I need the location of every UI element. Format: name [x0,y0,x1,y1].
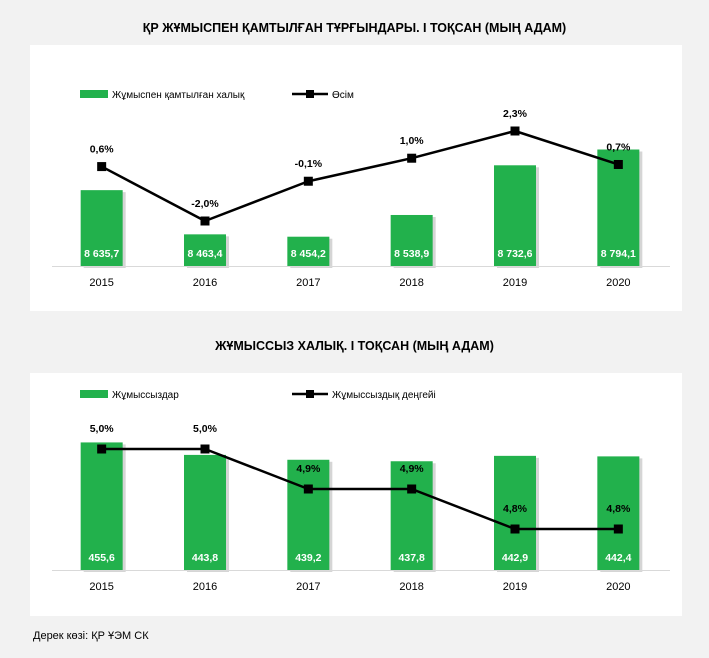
bar [184,234,226,266]
line-value-label: 2,3% [503,108,528,120]
bar [390,461,433,570]
bar-value-label: 437,8 [399,552,425,564]
x-tick-label: 2015 [89,277,113,289]
line-point [613,159,623,169]
bar [184,454,226,570]
line-value-label: 1,0% [400,135,425,147]
bar [494,455,536,570]
bar-2017: 439,2 [287,459,333,572]
x-tick-label: 2017 [296,581,320,593]
bar [80,442,123,570]
x-tick-label: 2017 [296,277,320,289]
bar-value-label: 443,8 [192,552,218,564]
bar-value-label: 439,2 [295,552,321,564]
x-tick-label: 2020 [606,277,630,289]
line-value-label: 5,0% [193,423,218,435]
bar-2020: 8 794,1 [597,149,643,268]
bar-value-label: 8 454,2 [291,248,326,260]
x-tick-label: 2018 [399,581,423,593]
x-tick-label: 2016 [193,581,217,593]
line-value-label: 5,0% [90,423,115,435]
line-value-label: 0,6% [90,144,115,156]
chart-2-svg: Жұмыссыздар Жұмыссыздық деңгейі 455,6 443,8… [52,390,670,593]
chart-2-panel: Жұмыссыздар Жұмыссыздық деңгейі 455,6 443,8… [30,373,682,616]
line-point [613,524,623,534]
x-tick-label: 2015 [89,581,113,593]
line-point [303,176,313,186]
bar-2018: 8 538,9 [390,214,436,268]
chart-1-panel: Жұмыспен қамтылған халық Өсім 8 635,7 8 463… [30,45,682,311]
line-point [510,126,520,136]
chart-1-svg: Жұмыспен қамтылған халық Өсім 8 635,7 8 463… [52,90,670,289]
bar-2016: 443,8 [184,454,229,572]
legend-line-label: Өсім [332,90,354,101]
legend-bar-swatch [80,390,108,398]
bar-2015: 455,6 [80,442,126,572]
x-tick-label: 2020 [606,581,630,593]
line-point [97,162,107,172]
bar-value-label: 8 538,9 [394,248,429,260]
bar-value-label: 442,4 [605,552,631,564]
line-value-label: 4,8% [503,503,528,515]
bar-value-label: 8 635,7 [84,248,119,260]
series-line [101,129,619,223]
line-point [510,524,520,534]
bar-2016: 8 463,4 [184,234,229,268]
legend-bar-label: Жұмыспен қамтылған халық [112,90,245,101]
bar-value-label: 8 794,1 [601,248,636,260]
line-point [407,484,417,494]
bar-2018: 437,8 [390,461,436,572]
line-value-label: -0,1% [295,158,323,170]
legend: Жұмыссыздар Жұмыссыздық деңгейі [80,390,436,401]
line-point [97,444,107,454]
line-value-label: -2,0% [191,198,219,210]
source-note: Дерек көзі: ҚР ҰЭМ СК [33,630,149,642]
line-point [200,444,210,454]
bar-value-label: 442,9 [502,552,528,564]
bar [287,459,330,570]
bar-value-label: 455,6 [89,552,115,564]
bar-value-label: 8 463,4 [187,248,222,260]
chart-1-title: ҚР ЖҰМЫСПЕН ҚАМТЫЛҒАН ТҰРҒЫНДАРЫ. I ТОҚС… [142,21,567,35]
chart-2-title: ЖҰМЫССЫЗ ХАЛЫҚ. I ТОҚСАН (МЫҢ АДАМ) [215,339,494,353]
legend-line-label: Жұмыссыздық деңгейі [332,390,436,401]
bar [80,190,123,266]
line-value-label: 4,8% [606,503,631,515]
bar [287,236,330,266]
legend-line-marker [306,90,314,98]
bar-2015: 8 635,7 [80,190,126,268]
legend-bar-swatch [80,90,108,98]
line-point [407,153,417,163]
line-value-label: 0,7% [606,141,631,153]
line-point [200,216,210,226]
x-tick-label: 2019 [503,581,527,593]
bar [597,456,640,570]
x-tick-label: 2019 [503,277,527,289]
bar-value-label: 8 732,6 [497,248,532,260]
bar [390,214,433,266]
x-tick-label: 2016 [193,277,217,289]
legend-bar-label: Жұмыссыздар [112,390,179,401]
legend-line-marker [306,390,314,398]
x-tick-label: 2018 [399,277,423,289]
bar-2019: 8 732,6 [494,165,539,268]
line-point [303,484,313,494]
bar-2017: 8 454,2 [287,236,333,268]
bar-2020: 442,4 [597,456,643,572]
line-value-label: 4,9% [400,463,425,475]
bar [494,165,536,266]
line-value-label: 4,9% [296,463,321,475]
legend: Жұмыспен қамтылған халық Өсім [80,90,354,101]
bar-2019: 442,9 [494,455,539,572]
series-line [101,447,619,531]
